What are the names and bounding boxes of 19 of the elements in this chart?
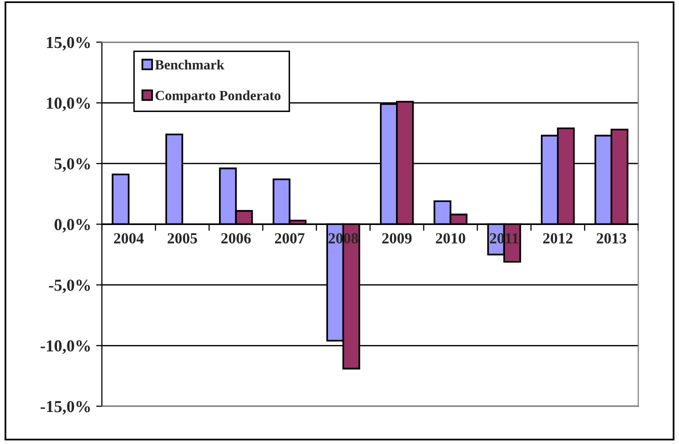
legend-label: Benchmark	[155, 60, 224, 70]
x-tick-label: 2006	[221, 233, 251, 244]
x-tick-label: 2008	[328, 233, 358, 244]
y-tick-label: -15,0%	[40, 400, 90, 415]
x-tick-label: 2011	[490, 233, 518, 244]
x-tick-label: 2004	[114, 233, 144, 244]
x-tick-label: 2007	[274, 233, 304, 244]
x-tick-label: 2010	[436, 233, 466, 244]
y-tick-label: 10,0%	[46, 98, 90, 112]
y-tick-label: -10,0%	[40, 340, 90, 354]
x-tick-label: 2009	[382, 233, 412, 244]
y-tick-label: -5,0%	[48, 280, 90, 294]
x-tick-label: 2013	[596, 233, 626, 244]
y-tick-label: 15,0%	[46, 36, 90, 51]
x-tick-label: 2012	[543, 233, 572, 244]
legend-label: Comparto Ponderato	[156, 90, 280, 104]
x-tick-label: 2005	[168, 233, 198, 244]
y-tick-label: 5,0%	[54, 158, 90, 172]
y-tick-label: 0,0%	[54, 218, 90, 233]
